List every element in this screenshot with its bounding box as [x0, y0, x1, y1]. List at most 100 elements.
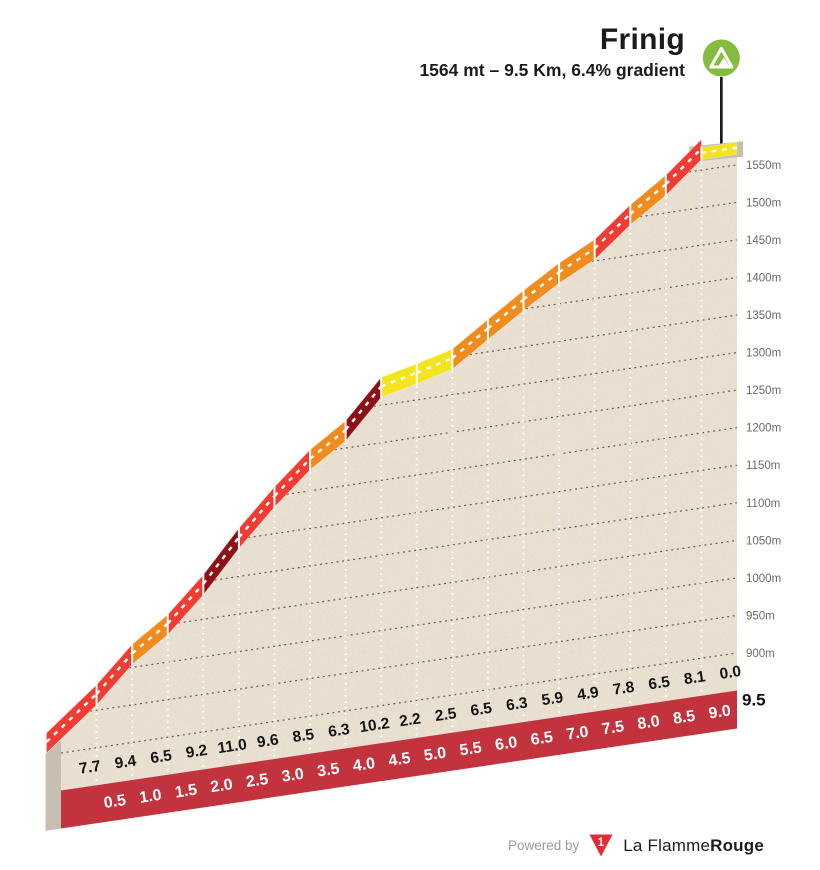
- road-centerline: [131, 622, 169, 655]
- km-label: 9.0: [708, 702, 733, 722]
- gradient-label: 6.5: [469, 700, 493, 720]
- finish-km-label: 9.5: [742, 691, 766, 710]
- elevation-gridline: [60, 652, 738, 754]
- km-label: 3.5: [316, 760, 341, 780]
- gradient-label: 7.7: [78, 758, 102, 778]
- logo-digit: 1: [598, 837, 605, 849]
- km-label: 2.0: [209, 776, 234, 796]
- km-label: 7.0: [565, 724, 590, 744]
- km-label: 7.5: [601, 718, 626, 738]
- elevation-label: 1450m: [746, 235, 781, 247]
- gradient-label: 8.5: [291, 726, 315, 746]
- road-centerline: [522, 271, 560, 301]
- road-centerline: [273, 457, 311, 497]
- km-label: 5.0: [423, 745, 448, 765]
- brand-name: La FlammeRouge: [623, 836, 764, 856]
- gradient-label: 8.1: [683, 668, 707, 688]
- road-centerline: [451, 327, 489, 360]
- gradient-label: 11.0: [216, 736, 247, 757]
- road-centerline: [487, 298, 525, 330]
- km-labels: 0.5 1.0 1.5 2.0 2.5 3.0 3.5 4.0 4.5 5.0 5.5 6.0 6.5 7…: [103, 702, 732, 812]
- km-label: 1.5: [174, 781, 199, 801]
- elevation-label: 1200m: [746, 423, 781, 435]
- elevation-gridline: [591, 239, 738, 262]
- gradient-label: 10.2: [358, 715, 390, 736]
- elevation-label: 1300m: [746, 348, 781, 360]
- road-centerline: [309, 428, 347, 460]
- elevation-axis: 1550m 1500m 1450m 1400m 1350m 1300m 1250m 1200m…: [746, 160, 781, 660]
- road-centerline: [416, 357, 453, 374]
- gradient-label: 0.0: [718, 663, 742, 683]
- road-centerline: [593, 213, 632, 250]
- km-label: 2.5: [245, 771, 270, 791]
- elevation-gridline: [129, 577, 738, 669]
- km-label: 4.5: [387, 750, 412, 770]
- gradient-label: 2.5: [434, 705, 458, 725]
- terrain-side-face: [45, 740, 61, 831]
- elevation-label: 900m: [746, 648, 775, 660]
- road-centerline: [558, 247, 596, 274]
- elevation-label: 1350m: [746, 310, 781, 322]
- gradient-label: 4.9: [576, 684, 600, 704]
- elevation-label: 1400m: [746, 272, 781, 284]
- elevation-gridline: [689, 164, 738, 173]
- km-label: 6.5: [530, 729, 555, 749]
- gradient-label: 9.6: [256, 731, 280, 751]
- road-centerline: [166, 583, 205, 625]
- footer-credit: Powered by 1 La FlammeRouge: [508, 833, 764, 858]
- elevation-gridlines: [60, 164, 738, 754]
- climb-title: Frinig: [599, 23, 685, 56]
- gradient-label: 9.4: [114, 752, 138, 772]
- km-label: 8.5: [672, 708, 697, 728]
- elevation-label: 1000m: [746, 573, 781, 585]
- elevation-label: 1100m: [746, 498, 780, 510]
- road-centerline: [380, 371, 418, 388]
- gradient-label: 9.2: [185, 742, 209, 762]
- elevation-gridline: [334, 389, 738, 451]
- road-centerline: [45, 693, 98, 743]
- km-label: 6.0: [494, 734, 519, 754]
- km-gridlines: [95, 161, 703, 785]
- elevation-gridline: [525, 276, 738, 310]
- km-label: 4.0: [352, 755, 377, 775]
- gradient-label: 6.5: [149, 747, 173, 767]
- header: Frinig 1564 mt – 9.5 Km, 6.4% gradient: [419, 24, 685, 81]
- road-centerline: [629, 183, 667, 215]
- elevation-gridline: [214, 502, 738, 581]
- road-centerline: [237, 495, 276, 539]
- gradient-label: 6.5: [647, 673, 671, 693]
- gradient-label: 6.3: [327, 721, 351, 741]
- road-centerline: [95, 652, 134, 695]
- km-label: 3.0: [281, 766, 306, 786]
- powered-by-label: Powered by: [507, 838, 580, 853]
- elevation-label: 1500m: [746, 197, 781, 209]
- summit-icon: [702, 39, 740, 77]
- elevation-label: 950m: [746, 610, 775, 622]
- km-label: 8.0: [636, 713, 661, 733]
- elevation-gridline: [469, 314, 738, 356]
- km-label: 5.5: [458, 739, 483, 759]
- laflammerouge-logo-icon: 1: [588, 833, 614, 858]
- elevation-gridline: [178, 539, 738, 624]
- brand-regular: La Flamme: [623, 835, 711, 855]
- gradient-label: 5.9: [541, 689, 565, 709]
- gradient-label: 2.2: [398, 710, 422, 730]
- elevation-gridline: [90, 614, 738, 712]
- gradient-labels: 7.7 9.4 6.5 9.2 11.0 9.6 8.5 6.3 10.2 2.2 2.5 6.5 6.…: [78, 663, 742, 778]
- km-label: 0.5: [103, 792, 128, 812]
- elevation-label: 1150m: [746, 460, 780, 472]
- elevation-label: 1050m: [746, 535, 781, 547]
- km-label: 1.0: [138, 787, 163, 807]
- climb-stats: 1564 mt – 9.5 Km, 6.4% gradient: [419, 59, 685, 80]
- gradient-label: 7.8: [612, 679, 636, 699]
- elevation-label: 1550m: [746, 160, 781, 172]
- gradient-label: 6.3: [505, 694, 529, 714]
- road-centerline: [664, 147, 703, 186]
- road-segments: [45, 138, 738, 754]
- brand-bold: Rouge: [710, 835, 764, 855]
- elevation-label: 1250m: [746, 385, 781, 397]
- distance-band: [61, 690, 737, 829]
- elevation-gridline: [248, 464, 738, 539]
